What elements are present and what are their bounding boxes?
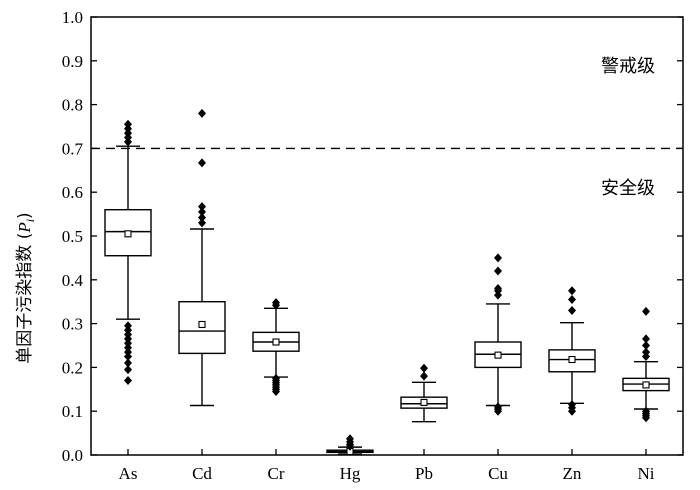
- zone-label-safe: 安全级: [601, 178, 655, 199]
- zone-label-warning: 警戒级: [601, 56, 655, 77]
- outlier-point: [494, 266, 502, 276]
- outlier-point: [124, 351, 132, 361]
- x-tick-label: Cd: [192, 464, 212, 483]
- outlier-point: [198, 218, 206, 228]
- outlier-point: [420, 371, 428, 381]
- mean-marker: [642, 381, 650, 389]
- y-tick-label: 0.6: [62, 183, 83, 202]
- outlier-point: [346, 441, 354, 451]
- mean-marker: [568, 355, 576, 364]
- outlier-point: [198, 202, 206, 212]
- y-tick-label: 0.4: [62, 271, 84, 290]
- x-tick-label: Ni: [638, 464, 655, 483]
- outlier-point: [568, 406, 576, 416]
- mean-marker: [272, 338, 280, 346]
- plot-area: 0.0 0.1 0.2 0.3 0.4 0.5 0.6 0.7 0.8 0.9 1.0 As Cd Cr H…: [62, 8, 684, 483]
- mean-marker: [420, 398, 428, 406]
- outlier-point: [568, 286, 576, 296]
- y-tick-label: 0.3: [62, 315, 83, 334]
- outlier-point: [272, 386, 280, 396]
- mean-marker: [494, 351, 502, 359]
- outlier-point: [198, 108, 206, 118]
- outlier-point: [198, 213, 206, 223]
- y-tick-label: 0.7: [62, 139, 84, 158]
- y-tick-label: 0.1: [62, 402, 83, 421]
- outlier-point: [272, 300, 280, 310]
- outlier-point: [642, 341, 650, 350]
- outlier-point: [568, 305, 576, 315]
- outlier-point: [124, 376, 132, 386]
- y-tick-label: 0.9: [62, 52, 83, 71]
- outlier-point: [124, 365, 132, 375]
- outlier-point: [124, 137, 132, 147]
- outlier-point: [642, 334, 650, 344]
- outlier-point: [568, 295, 576, 305]
- outlier-point: [642, 306, 650, 316]
- x-tick-label: As: [119, 464, 138, 483]
- x-tick-label: Zn: [563, 464, 582, 483]
- outlier-point: [124, 358, 132, 368]
- plot-frame: [90, 16, 684, 456]
- outlier-point: [494, 406, 502, 416]
- x-tick-label: Cu: [488, 464, 508, 483]
- x-tick-label: Pb: [415, 464, 433, 483]
- y-tick-label: 0.0: [62, 446, 83, 465]
- outlier-point: [642, 413, 650, 423]
- y-axis-label: 单因子污染指数 (Pi): [15, 212, 37, 363]
- x-tick-label: Cr: [268, 464, 285, 483]
- y-tick-label: 0.2: [62, 358, 83, 377]
- y-tick-label: 1.0: [62, 8, 83, 27]
- outlier-point: [494, 253, 502, 263]
- outlier-point: [642, 351, 650, 361]
- mean-marker: [198, 320, 206, 329]
- y-tick-label: 0.8: [62, 96, 83, 115]
- x-tick-label: Hg: [340, 464, 361, 483]
- outlier-point: [420, 363, 428, 373]
- outlier-point: [494, 290, 502, 300]
- outlier-point: [198, 207, 206, 217]
- outlier-point: [198, 158, 206, 168]
- y-tick-label: 0.5: [62, 227, 83, 246]
- mean-marker: [124, 230, 132, 238]
